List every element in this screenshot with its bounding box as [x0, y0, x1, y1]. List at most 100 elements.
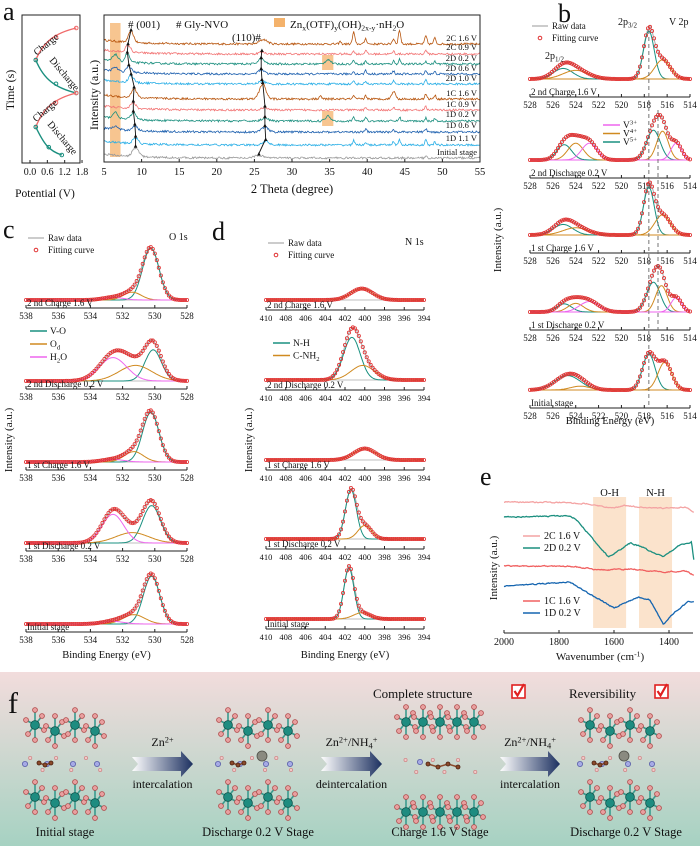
x-tick-label: 536 — [51, 392, 65, 402]
fitting-curve-point — [40, 378, 45, 383]
fitting-curve-point — [358, 447, 363, 452]
fitting-curve-point — [40, 622, 45, 627]
oxygen-atom — [72, 779, 78, 785]
fitting-curve-point — [378, 295, 383, 300]
x-tick-label: 532 — [116, 554, 130, 564]
fitting-curve-point — [642, 44, 647, 49]
oxygen-atom — [411, 714, 417, 720]
hydrogen-atom — [28, 756, 33, 761]
fitting-curve-point — [78, 297, 83, 302]
fitting-curve-point — [54, 540, 59, 545]
fitting-curve-point — [652, 354, 657, 359]
fitting-curve-point — [54, 459, 59, 464]
fitting-curve-point — [542, 309, 547, 314]
fitting-curve-point — [142, 582, 147, 587]
vanadium-atom — [418, 717, 428, 727]
fitting-curve-point — [174, 621, 179, 626]
vanadium-atom — [223, 792, 233, 802]
fitting-curve-point — [350, 575, 355, 580]
curve-discharge — [35, 126, 63, 156]
fitting-curve-point — [305, 457, 310, 462]
legend-label-v4-part: V — [623, 130, 630, 140]
fit-component-v5 — [530, 375, 690, 391]
fitting-curve-point — [50, 622, 55, 627]
fitting-curve-point — [148, 408, 153, 413]
fitting-curve-point — [364, 355, 369, 360]
fit-component-v3 — [530, 142, 690, 161]
oxygen-atom — [292, 719, 298, 725]
fitting-curve-point — [88, 297, 93, 302]
vanadium-atom — [70, 720, 80, 730]
fitting-curve-point — [684, 232, 689, 237]
fitting-curve-point — [604, 76, 609, 81]
oxygen-atom — [647, 713, 653, 719]
fitting-curve-point — [134, 603, 139, 608]
fitting-curve-point — [56, 622, 61, 627]
fitting-curve-point — [90, 459, 95, 464]
fitting-curve-point — [74, 459, 79, 464]
fitting-curve-point — [42, 459, 47, 464]
x-tick-label: 522 — [592, 181, 606, 191]
fitting-curve-point — [620, 232, 625, 237]
oxygen-atom — [99, 719, 105, 725]
fitting-curve-point — [172, 297, 177, 302]
fitting-curve-point — [410, 617, 415, 622]
fitting-curve-point — [323, 616, 328, 621]
fitting-curve-point — [172, 621, 177, 626]
fitting-curve-point — [160, 443, 165, 448]
fitting-curve-point — [386, 616, 391, 621]
fitting-curve-point — [564, 60, 569, 65]
carbon-atom — [425, 761, 431, 767]
x-tick-label: 522 — [592, 411, 606, 421]
fitting-curve-point — [626, 232, 631, 237]
fitting-curve-point — [114, 455, 119, 460]
x-tick-label: 530 — [148, 554, 162, 564]
fit-component-vo — [26, 412, 187, 463]
annotation-2p32: 2p3/2 — [618, 17, 637, 30]
subplot-label: 1 st Discharge 0.2 V — [531, 320, 605, 330]
fitting-curve-point — [410, 457, 415, 462]
fitting-curve-point — [414, 297, 419, 302]
fitting-curve-point — [356, 603, 361, 608]
oxygen-atom — [394, 714, 400, 720]
fit-component-vo — [26, 247, 187, 301]
fitting-curve-point — [560, 61, 565, 66]
fitting-curve-point — [528, 309, 533, 314]
fitting-curve-point — [608, 387, 613, 392]
fitting-curve-point — [636, 155, 641, 160]
fitting-curve-point — [352, 326, 357, 331]
fitting-curve-point — [36, 459, 41, 464]
fitting-curve-point — [289, 537, 294, 542]
fitting-curve-point — [78, 459, 83, 464]
fitting-curve-point — [293, 537, 298, 542]
fitting-curve-point — [40, 541, 45, 546]
oxygen-atom — [627, 737, 633, 743]
fitting-curve-point — [285, 377, 290, 382]
oxygen-atom — [238, 737, 244, 743]
fitting-curve-point — [74, 621, 79, 626]
fitting-curve-point — [570, 61, 575, 66]
fitting-curve-point — [634, 308, 639, 313]
fitting-curve-point — [636, 307, 641, 312]
fitting-curve-point — [140, 509, 145, 514]
fitting-curve-point — [390, 297, 395, 302]
fitting-curve-point — [356, 510, 361, 515]
fitting-curve-point — [150, 572, 155, 577]
fitting-curve-point — [295, 377, 300, 382]
fitting-curve-point — [263, 297, 268, 302]
fitting-curve-point — [182, 621, 187, 626]
fitting-curve-point — [668, 366, 673, 371]
fitting-curve-point — [342, 509, 347, 514]
fitting-curve-point — [301, 537, 306, 542]
fitting-curve-point — [64, 540, 69, 545]
fitting-curve-point — [176, 540, 181, 545]
oxygen-atom — [265, 809, 271, 815]
fitting-curve-point — [638, 305, 643, 310]
legend-label-vo-part: V-O — [50, 327, 66, 337]
oxygen-atom — [396, 818, 402, 824]
fitting-curve-point — [172, 459, 177, 464]
fitting-curve-point — [84, 539, 89, 544]
fitting-curve-point — [307, 617, 312, 622]
fitting-curve-point — [610, 157, 615, 162]
fitting-curve-point — [277, 377, 282, 382]
